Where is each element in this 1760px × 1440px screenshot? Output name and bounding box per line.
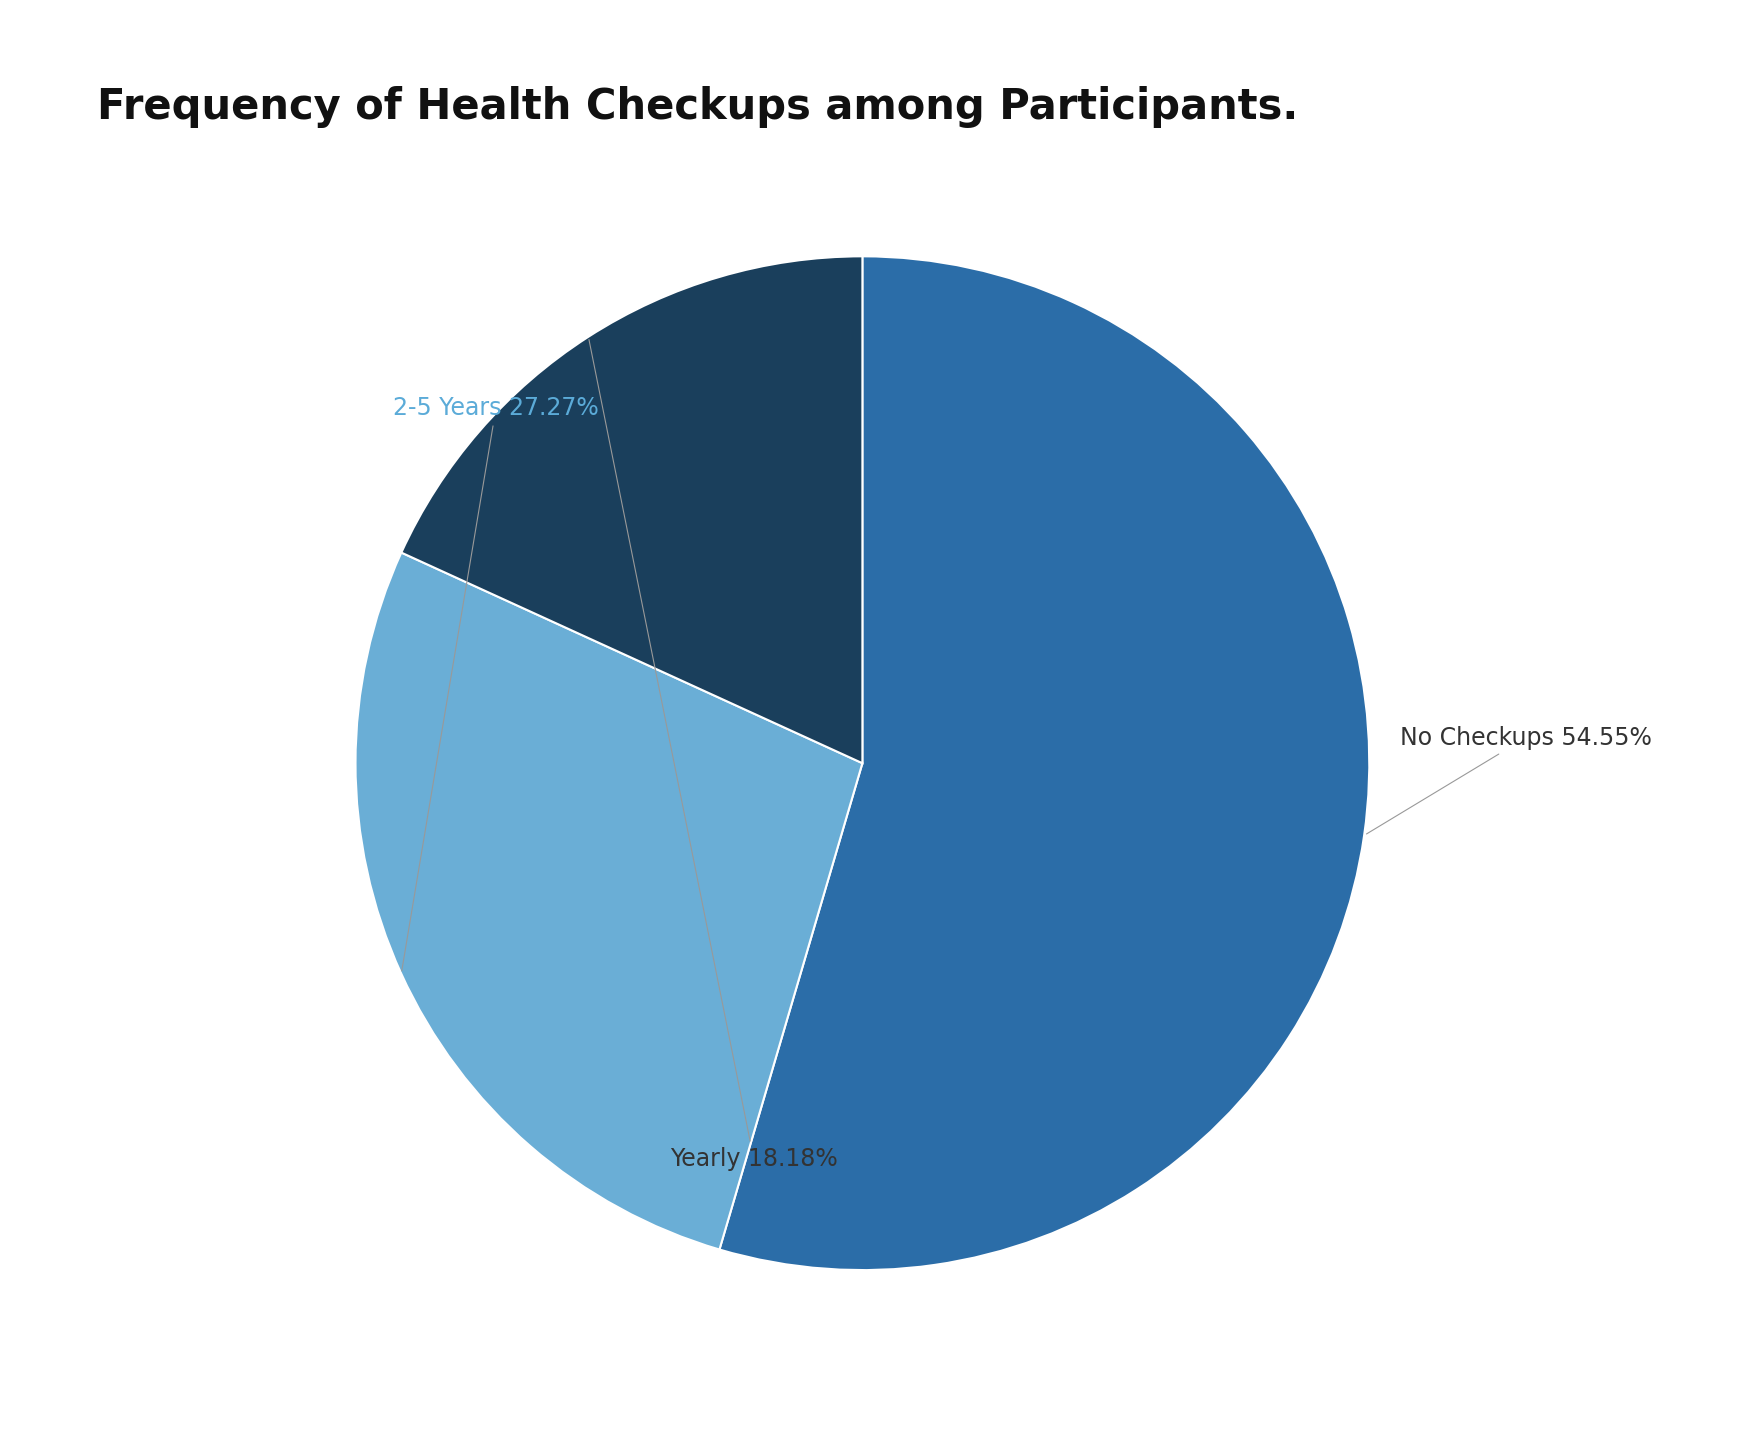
Text: 2-5 Years 27.27%: 2-5 Years 27.27%	[392, 396, 598, 971]
Text: Frequency of Health Checkups among Participants.: Frequency of Health Checkups among Parti…	[97, 86, 1299, 128]
Wedge shape	[720, 256, 1369, 1270]
Text: Yearly 18.18%: Yearly 18.18%	[590, 340, 838, 1171]
Wedge shape	[356, 553, 862, 1250]
Wedge shape	[401, 256, 862, 763]
Text: No Checkups 54.55%: No Checkups 54.55%	[1366, 726, 1651, 834]
